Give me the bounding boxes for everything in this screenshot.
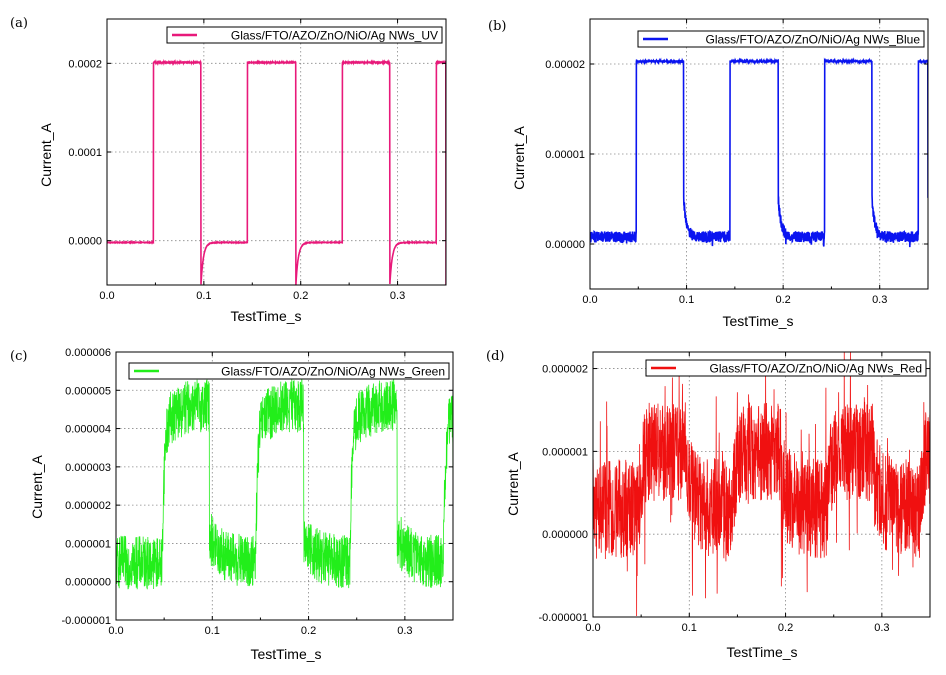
y-tick-label: 0.000000 — [65, 577, 111, 589]
panel-c: (c) 0.0 0.1 0.2 0.3 -0.000001 0.000000 0.00000… — [10, 347, 454, 662]
legend: Glass/FTO/AZO/ZnO/NiO/Ag NWs_Blue — [637, 30, 925, 48]
y-axis-title: Current_A — [505, 451, 521, 515]
x-tick-label: 0.2 — [775, 294, 790, 306]
legend-label: Glass/FTO/AZO/ZnO/NiO/Ag NWs_Green — [221, 365, 445, 379]
legend-box — [645, 359, 927, 377]
y-tick-label: -0.000001 — [61, 615, 111, 627]
y-tick-label: 0.000004 — [65, 424, 111, 436]
x-tick-label: 0.1 — [196, 290, 211, 302]
panel-label: (d) — [486, 349, 504, 364]
x-axis-title: TestTime_s — [230, 308, 301, 324]
y-tick-label: 0.000000 — [542, 529, 588, 541]
x-tick-label: 0.3 — [872, 294, 887, 306]
panel-d: (d) 0.0 0.1 0.2 0.3 -0.000001 0.000000 0.00000… — [486, 349, 931, 660]
x-tick-label: 0.0 — [108, 625, 123, 637]
series-line — [116, 378, 453, 590]
plot-frame — [115, 351, 454, 621]
legend: Glass/FTO/AZO/ZnO/NiO/Ag NWs_Red — [645, 359, 927, 377]
y-tick-label: 0.000003 — [65, 462, 111, 474]
x-tick-label: 0.1 — [205, 625, 220, 637]
plot-area: 0.0 0.1 0.2 0.3 -0.000001 0.000000 0.000001 0.0… — [538, 351, 931, 634]
plot-area: 0.0 0.1 0.2 0.3 0.00000 0.00001 0.00002 — [545, 18, 929, 306]
panel-b: (b) 0.0 0.1 0.2 0.3 0.00000 0.00001 0.00002 Te… — [488, 18, 929, 329]
legend-label: Glass/FTO/AZO/ZnO/NiO/Ag NWs_Blue — [706, 33, 921, 47]
plot-frame — [592, 351, 931, 618]
legend-box — [166, 26, 443, 44]
plot-area: 0.0 0.1 0.2 0.3 0.0000 0.0001 0.0002 — [68, 18, 447, 302]
y-tick-label: 0.000006 — [65, 347, 111, 359]
series-line — [590, 57, 928, 248]
y-tick-label: 0.0000 — [68, 236, 102, 248]
y-tick-label: 0.00000 — [545, 239, 585, 251]
x-tick-label: 0.1 — [679, 294, 694, 306]
panel-a: (a) 0.0 0.1 0.2 0.3 0.0000 0.0001 0.0002 TestT… — [10, 16, 447, 324]
panel-label: (c) — [10, 349, 27, 364]
legend-label: Glass/FTO/AZO/ZnO/NiO/Ag NWs_UV — [231, 29, 438, 43]
legend-box — [128, 362, 450, 380]
legend: Glass/FTO/AZO/ZnO/NiO/Ag NWs_UV — [166, 26, 443, 44]
series-line — [593, 352, 930, 617]
x-axis-title: TestTime_s — [250, 646, 321, 662]
y-tick-label: -0.000001 — [538, 612, 588, 624]
y-axis-title: Current_A — [511, 125, 527, 189]
legend-box — [637, 30, 925, 48]
y-axis-title: Current_A — [38, 122, 54, 186]
panel-label: (b) — [488, 19, 506, 34]
x-tick-label: 0.0 — [585, 622, 600, 634]
y-tick-label: 0.00001 — [545, 149, 585, 161]
x-axis-title: TestTime_s — [722, 313, 793, 329]
y-tick-label: 0.000001 — [542, 446, 588, 458]
y-tick-label: 0.000002 — [542, 364, 588, 376]
y-tick-label: 0.000005 — [65, 385, 111, 397]
legend-label: Glass/FTO/AZO/ZnO/NiO/Ag NWs_Red — [710, 362, 922, 376]
x-tick-label: 0.2 — [301, 625, 316, 637]
x-tick-label: 0.0 — [582, 294, 597, 306]
x-tick-label: 0.3 — [390, 290, 405, 302]
y-tick-label: 0.0001 — [68, 147, 102, 159]
x-tick-label: 0.2 — [293, 290, 308, 302]
x-tick-label: 0.0 — [99, 290, 114, 302]
y-tick-label: 0.000002 — [65, 500, 111, 512]
x-tick-label: 0.3 — [397, 625, 412, 637]
y-axis-title: Current_A — [29, 454, 45, 518]
plot-area: 0.0 0.1 0.2 0.3 -0.000001 0.000000 0.000001 0.0… — [61, 347, 454, 637]
series-line — [107, 58, 446, 285]
legend: Glass/FTO/AZO/ZnO/NiO/Ag NWs_Green — [128, 362, 450, 380]
y-tick-label: 0.0002 — [68, 58, 102, 70]
x-tick-label: 0.1 — [682, 622, 697, 634]
y-tick-label: 0.00002 — [545, 59, 585, 71]
x-tick-label: 0.2 — [778, 622, 793, 634]
x-tick-label: 0.3 — [874, 622, 889, 634]
y-tick-label: 0.000001 — [65, 538, 111, 550]
x-axis-title: TestTime_s — [726, 644, 797, 660]
panel-label: (a) — [10, 16, 28, 31]
